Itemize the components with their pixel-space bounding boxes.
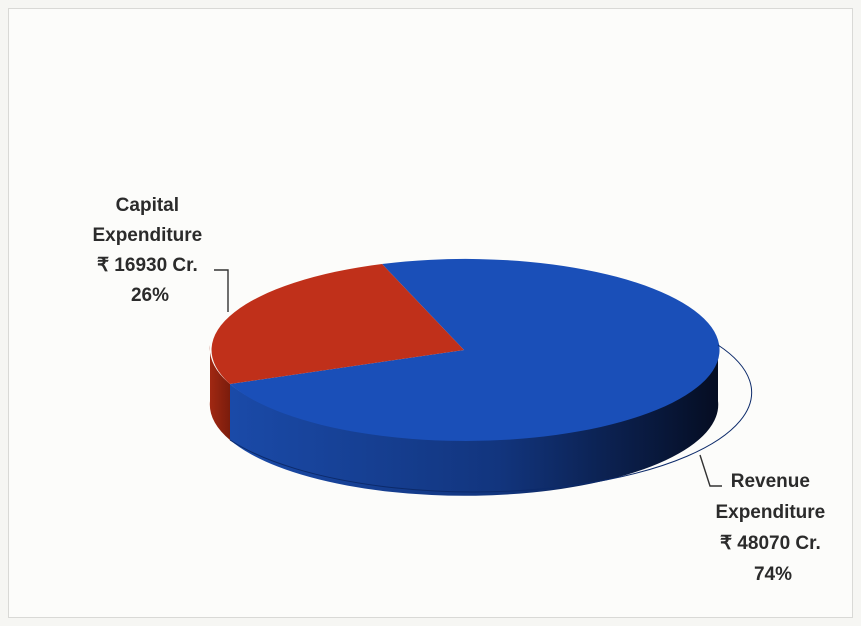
label-revenue-line-4: 74% [754,564,792,585]
label-revenue-line-3: ₹ 48070 Cr. [720,533,821,554]
label-revenue-line-2: Expenditure [715,502,825,523]
label-revenue-line-1: Revenue [731,471,810,492]
pie-slice-revenue-side [230,345,719,496]
label-capital-line-3: ₹ 16930 Cr. [97,255,198,276]
leader-line-revenue [699,454,722,487]
leader-line-capital [214,269,229,312]
pie-slice-capital [211,264,464,384]
label-capital-line-4: 26% [131,285,169,306]
label-capital-line-1: Capital [116,195,179,216]
label-capital-line-2: Expenditure [92,225,202,246]
pie-rim [229,344,753,493]
label-revenue: Revenue Expenditure ₹ 48070 Cr. 74% [715,471,830,585]
pie-slice-revenue [230,258,720,441]
pie-slice-capital-side [209,345,230,440]
label-capital: Capital Expenditure ₹ 16930 Cr. 26% [92,195,207,306]
